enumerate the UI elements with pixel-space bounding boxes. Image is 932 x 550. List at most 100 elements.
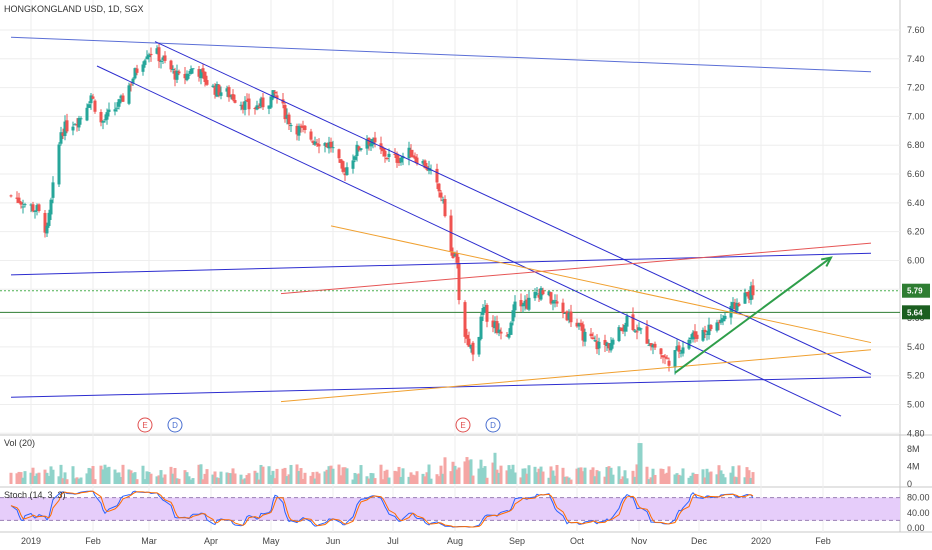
candle-body (147, 54, 151, 58)
candle-body (731, 302, 735, 308)
candle-body (59, 132, 63, 144)
volume-bar (563, 476, 567, 484)
candle-body (127, 85, 131, 104)
candle-body (695, 334, 699, 339)
volume-bar (637, 443, 641, 484)
candle-body (751, 285, 755, 296)
volume-bar (381, 479, 385, 484)
candle-body (345, 167, 349, 176)
volume-bar (35, 473, 39, 484)
volume-bar (211, 474, 215, 484)
candle-body (239, 104, 243, 106)
candle-body (37, 204, 41, 212)
candle-body (143, 60, 147, 65)
candle-body (121, 95, 125, 102)
candle-body (205, 80, 209, 85)
volume-bar (93, 479, 97, 484)
price-tag-label: 5.64 (907, 308, 923, 317)
volume-bar (549, 466, 553, 484)
volume-bar (345, 468, 349, 484)
candle-body (621, 327, 625, 332)
volume-bar (729, 472, 733, 484)
candle-body (275, 95, 279, 99)
volume-bar (485, 477, 489, 484)
candle-body (241, 104, 245, 110)
volume-bar (623, 470, 627, 484)
volume-bar (343, 467, 347, 484)
candle-body (175, 70, 179, 80)
dividend-marker[interactable] (485, 417, 501, 433)
candle-body (673, 350, 677, 368)
candle-body (57, 144, 61, 185)
candle-body (659, 348, 663, 355)
volume-bar (653, 474, 657, 484)
volume-bar (155, 476, 159, 484)
candle-body (63, 121, 67, 136)
volume-bar (383, 470, 387, 484)
earnings-marker[interactable] (137, 417, 153, 433)
volume-bar (281, 468, 285, 484)
volume-bar (617, 466, 621, 484)
candle-body (267, 105, 271, 109)
candle-body (453, 254, 457, 257)
candle-body (477, 336, 481, 355)
volume-bar (731, 466, 735, 484)
dividend-marker[interactable] (167, 417, 183, 433)
volume-bar (607, 466, 611, 484)
volume-bar (117, 472, 121, 484)
volume-bar (609, 467, 613, 484)
time-tick-label: Feb (815, 536, 831, 546)
candle-body (107, 109, 111, 112)
candle-body (155, 48, 159, 54)
volume-bar (247, 473, 251, 484)
candle-body (115, 107, 119, 109)
volume-bar (701, 469, 705, 484)
volume-bar (323, 471, 327, 484)
volume-bar (157, 475, 161, 484)
trendline (280, 349, 872, 403)
candle-body (399, 157, 403, 163)
candle-body (357, 146, 361, 151)
volume-bar (51, 469, 55, 484)
candle-body (313, 141, 317, 145)
candle-body (35, 205, 39, 211)
volume-bar (397, 466, 401, 484)
candle-body (253, 107, 257, 109)
candle-body (339, 159, 343, 163)
volume-bar (379, 464, 383, 484)
volume-bar (91, 466, 95, 484)
candle-body (541, 290, 545, 295)
trendline (154, 41, 872, 375)
candle-body (393, 153, 397, 156)
volume-bar (621, 476, 625, 484)
volume-bar (749, 477, 753, 484)
volume-bar (579, 467, 583, 484)
volume-bar (77, 478, 81, 484)
candle-body (465, 334, 469, 339)
volume-bar (73, 478, 77, 484)
candle-body (651, 344, 655, 348)
candle-body (537, 294, 541, 298)
candle-body (597, 341, 601, 349)
stoch-tick-label: 80.00 (907, 493, 930, 503)
candle-body (17, 197, 21, 203)
candle-body (647, 344, 651, 346)
volume-bar (299, 468, 303, 484)
candle-body (161, 57, 165, 60)
volume-tick-label: 0 (907, 479, 912, 489)
candle-body (449, 215, 453, 252)
candle-body (371, 138, 375, 145)
volume-bar (535, 472, 539, 484)
earnings-marker[interactable] (455, 417, 471, 433)
candle-body (217, 84, 221, 96)
volume-bar (163, 474, 167, 484)
volume-bar (437, 476, 441, 484)
candle-body (715, 322, 719, 331)
volume-bar (71, 466, 75, 484)
candle-body (113, 109, 117, 112)
volume-bar (103, 464, 107, 484)
volume-bar (589, 469, 593, 484)
candle-body (555, 301, 559, 304)
event-marker-label: E (460, 421, 465, 430)
volume-bar (101, 469, 105, 484)
